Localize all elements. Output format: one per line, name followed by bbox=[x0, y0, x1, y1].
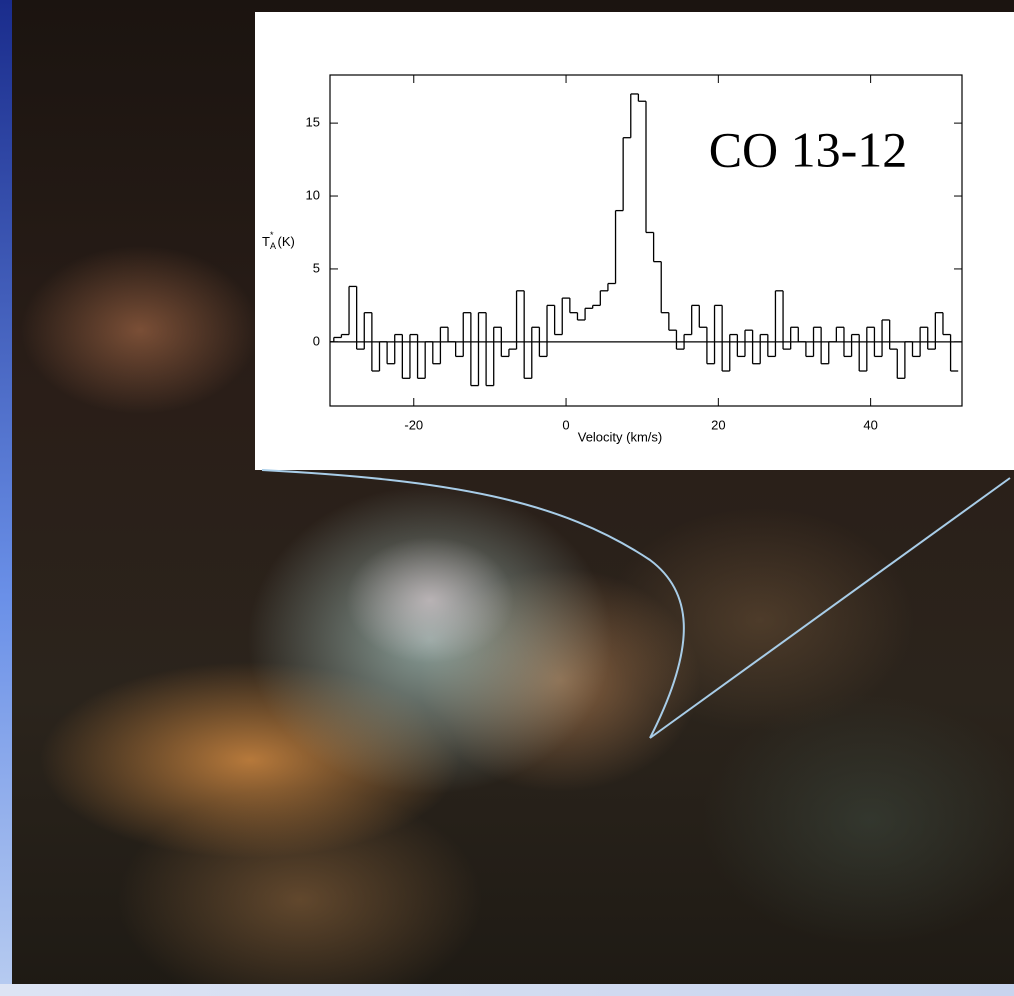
slide: CO 13-12 Velocity (km/s) TA*(K) 0 5 10 15 -2… bbox=[0, 0, 1014, 996]
x-tick-label: -20 bbox=[404, 417, 423, 432]
pointer-curve bbox=[262, 470, 684, 738]
y-label-unit: (K) bbox=[277, 234, 294, 249]
pointer-line bbox=[650, 478, 1010, 738]
x-tick-label: 0 bbox=[562, 417, 569, 432]
x-tick-label: 40 bbox=[863, 417, 877, 432]
x-tick-label: 20 bbox=[711, 417, 725, 432]
y-axis-label: TA*(K) bbox=[262, 230, 295, 251]
annotation: CO 13-12 bbox=[709, 121, 908, 177]
y-label-sup: * bbox=[270, 230, 274, 240]
chart: CO 13-12 Velocity (km/s) TA*(K) 0 5 10 15 -2… bbox=[0, 0, 1014, 996]
y-tick-label: 5 bbox=[313, 260, 320, 275]
x-axis-label: Velocity (km/s) bbox=[578, 429, 663, 444]
y-tick-label: 0 bbox=[313, 333, 320, 348]
y-tick-label: 15 bbox=[306, 115, 320, 130]
y-label-sub: A bbox=[270, 241, 276, 251]
y-tick-label: 10 bbox=[306, 187, 320, 202]
y-label-symbol: T bbox=[262, 234, 270, 249]
